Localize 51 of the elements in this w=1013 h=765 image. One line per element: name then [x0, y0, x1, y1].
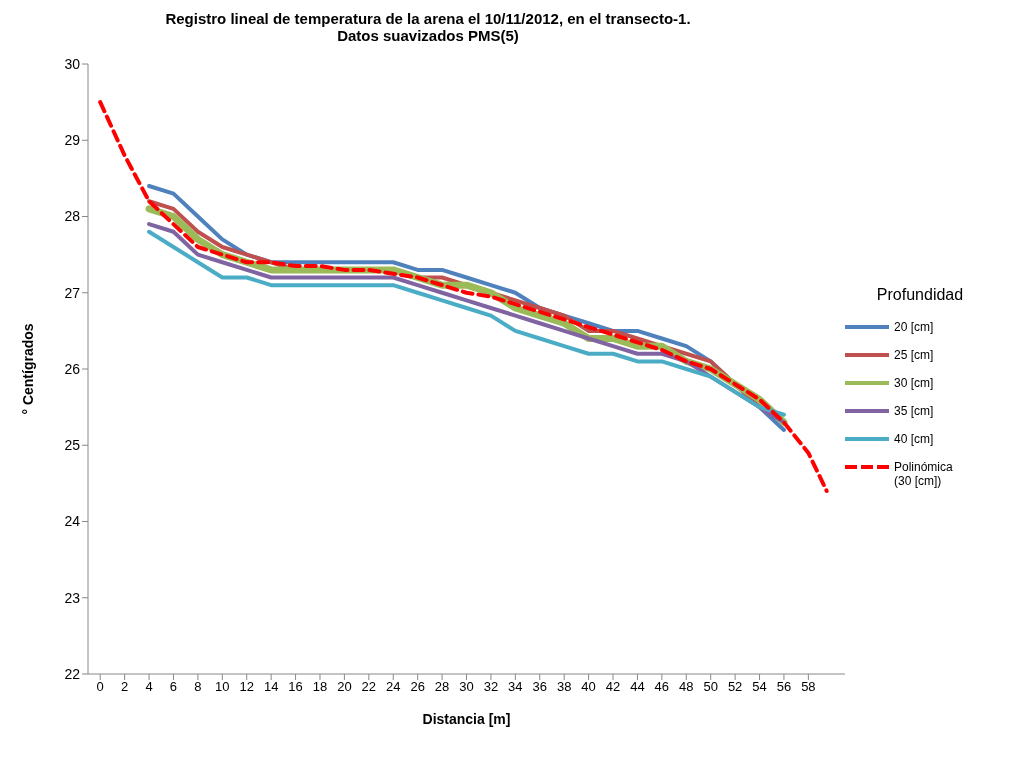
x-tick-label: 4: [145, 679, 153, 695]
x-tick-label: 48: [679, 679, 694, 695]
x-tick-label: 44: [630, 679, 645, 695]
y-tick-label: 29: [64, 132, 81, 149]
x-tick-label: 38: [556, 679, 572, 695]
chart-subtitle: Datos suavizados PMS(5): [336, 27, 520, 44]
x-tick-label: 52: [727, 679, 743, 695]
x-tick-label: 28: [434, 679, 450, 695]
x-tick-label: 40: [581, 679, 596, 695]
legend-title: Profundidad: [875, 286, 965, 304]
x-tick-label: 16: [288, 679, 303, 695]
x-tick-label: 14: [263, 679, 279, 695]
x-tick-label: 12: [239, 679, 254, 695]
x-tick-label: 8: [194, 679, 202, 695]
y-tick-label: 30: [64, 55, 81, 72]
x-tick-label: 56: [776, 679, 792, 695]
x-tick-label: 42: [605, 679, 621, 695]
y-tick-label: 25: [64, 437, 81, 454]
x-tick-label: 20: [337, 679, 352, 695]
y-tick-label: 24: [64, 513, 81, 530]
x-tick-label: 10: [215, 679, 230, 695]
y-tick-label: 22: [64, 665, 81, 682]
x-tick-label: 58: [801, 679, 816, 695]
line-series: [98, 100, 829, 493]
x-tick-label: 26: [410, 679, 425, 695]
x-tick-label: 36: [532, 679, 547, 695]
x-tick-label: 22: [361, 679, 377, 695]
x-tick-label: 50: [703, 679, 718, 695]
x-tick-label: 32: [483, 679, 499, 695]
x-tick-label: 2: [121, 679, 129, 695]
y-axis-title: ° Centígrados: [19, 323, 36, 415]
legend-label: 35 [cm]: [894, 404, 934, 418]
legend-label: 30 [cm]: [894, 376, 934, 390]
y-tick-label: 23: [64, 589, 81, 606]
legend-label: 40 [cm]: [894, 432, 934, 446]
x-tick-label: 46: [654, 679, 670, 695]
x-tick-label: 30: [459, 679, 474, 695]
chart-title: Registro lineal de temperatura de la arena el 10/11/2012, en el transecto-1.: [164, 10, 692, 27]
x-tick-label: 6: [169, 679, 178, 695]
x-tick-label: 24: [386, 679, 401, 695]
x-tick-label: 34: [508, 679, 523, 695]
y-tick-label: 28: [64, 208, 81, 225]
legend-label: 25 [cm]: [894, 348, 934, 362]
legend-label: 20 [cm]: [894, 320, 934, 334]
y-tick-label: 26: [64, 360, 81, 377]
x-tick-label: 0: [96, 679, 104, 695]
y-tick-label: 27: [64, 284, 81, 301]
legend-label: Polinómica (30 [cm]): [894, 460, 954, 488]
x-tick-label: 18: [312, 679, 328, 695]
x-axis-title: Distancia [m]: [422, 711, 511, 727]
x-tick-label: 54: [752, 679, 767, 695]
